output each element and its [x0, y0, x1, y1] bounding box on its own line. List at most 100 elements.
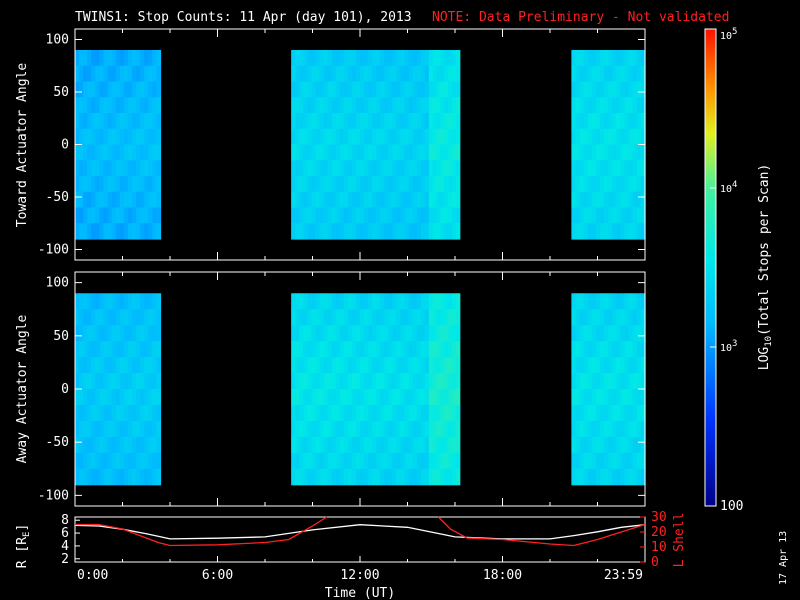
away-heat-cell	[140, 420, 145, 438]
away-heat-cell	[132, 341, 137, 358]
toward-heat-cell	[323, 223, 329, 240]
toward-heat-cell	[384, 144, 389, 161]
away-heat-cell	[355, 420, 361, 438]
toward-heat-cell	[319, 144, 325, 161]
toward-heat-cell	[91, 97, 96, 114]
toward-heat-cell	[412, 128, 418, 146]
toward-heat-cell	[620, 128, 626, 146]
away-heat-cell	[424, 468, 430, 486]
toward-heat-cell	[640, 207, 646, 224]
toward-heat-cell	[339, 65, 345, 83]
toward-heat-cell	[388, 223, 394, 240]
away-heat-cell	[156, 452, 162, 470]
away-heat-cell	[583, 293, 589, 310]
toward-heat-cell	[95, 128, 101, 146]
toward-heat-cell	[303, 128, 308, 146]
away-heat-cell	[591, 373, 597, 390]
away-heat-cell	[368, 468, 373, 486]
toward-heat-cell	[103, 223, 109, 240]
toward-heat-cell	[132, 65, 137, 83]
toward-heat-cell	[152, 97, 158, 114]
away-heat-cell	[579, 341, 585, 358]
away-heat-cell	[331, 309, 337, 326]
away-heat-cell	[591, 436, 597, 454]
away-heat-cell	[600, 341, 605, 358]
toward-heat-cell	[360, 128, 365, 146]
away-heat-cell	[595, 357, 601, 374]
toward-heat-cell	[79, 207, 84, 224]
away-heat-cell	[299, 404, 304, 422]
away-heat-cell	[392, 420, 398, 438]
away-heat-cell	[364, 325, 369, 342]
away-heat-cell	[628, 341, 634, 358]
away-heat-cell	[636, 325, 642, 342]
toward-heat-cell	[291, 65, 296, 83]
time-xtick-label: 6:00	[202, 568, 233, 583]
toward-heat-cell	[424, 97, 430, 114]
toward-heat-cell	[91, 160, 96, 177]
toward-heat-cell	[571, 191, 577, 209]
toward-heat-cell	[156, 144, 162, 161]
toward-heat-cell	[99, 144, 105, 161]
away-heat-cell	[343, 309, 349, 326]
toward-heat-cell	[404, 160, 410, 177]
away-heat-cell	[327, 309, 333, 326]
away-heat-cell	[351, 341, 357, 358]
toward-heat-cell	[428, 207, 434, 224]
toward-heat-cell	[608, 144, 613, 161]
toward-heat-cell	[87, 81, 92, 98]
away-heat-cell	[303, 325, 308, 342]
away-heat-cell	[408, 436, 414, 454]
away-heat-cell	[420, 293, 426, 310]
toward-heat-cell	[156, 176, 162, 193]
away-heat-cell	[95, 357, 101, 374]
away-heat-cell	[323, 373, 329, 390]
away-heat-cell	[335, 373, 341, 390]
colorbar-gradient	[704, 28, 717, 507]
toward-heat-cell	[628, 223, 634, 240]
away-heat-cell	[420, 325, 426, 342]
away-heat-cell	[640, 309, 646, 326]
toward-heat-cell	[351, 144, 357, 161]
away-heat-cell	[331, 341, 337, 358]
away-heat-cell	[604, 389, 609, 406]
away-heat-cell	[307, 452, 312, 470]
away-heat-cell	[428, 404, 434, 422]
away-heat-cell	[148, 452, 153, 470]
away-heat-cell	[408, 468, 414, 486]
toward-heat-cell	[640, 223, 646, 240]
away-heat-cell	[307, 293, 312, 310]
toward-heat-cell	[608, 97, 613, 114]
away-heat-cell	[612, 389, 617, 406]
away-heat-cell	[136, 420, 141, 438]
away-heat-cell	[384, 293, 389, 310]
away-heat-cell	[400, 325, 406, 342]
toward-heat-cell	[75, 65, 80, 83]
away-heat-cell	[323, 468, 329, 486]
away-heat-cell	[612, 420, 617, 438]
away-heat-cell	[624, 468, 630, 486]
toward-heat-cell	[440, 113, 445, 130]
away-heat-cell	[575, 436, 581, 454]
away-heat-cell	[347, 436, 353, 454]
toward-heat-cell	[380, 128, 385, 146]
toward-heat-cell	[636, 97, 642, 114]
toward-heat-cell	[355, 97, 361, 114]
toward-heat-cell	[616, 191, 622, 209]
away-heat-cell	[595, 309, 601, 326]
away-heat-cell	[372, 436, 377, 454]
toward-heat-cell	[148, 81, 153, 98]
away-heat-cell	[343, 452, 349, 470]
away-heat-cell	[388, 357, 394, 374]
away-heat-cell	[608, 404, 613, 422]
toward-heat-cell	[115, 176, 121, 193]
away-heat-cell	[119, 404, 125, 422]
away-heat-cell	[628, 420, 634, 438]
toward-heat-cell	[372, 113, 377, 130]
toward-heat-cell	[152, 160, 158, 177]
away-heat-cell	[307, 357, 312, 374]
toward-heat-cell	[99, 81, 105, 98]
away-heat-cell	[587, 357, 593, 374]
away-heat-cell	[368, 325, 373, 342]
toward-heat-cell	[624, 191, 630, 209]
